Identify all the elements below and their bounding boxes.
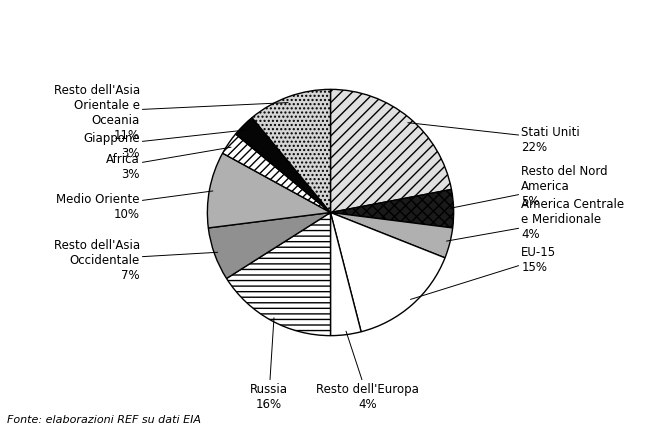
Wedge shape bbox=[223, 135, 330, 213]
Wedge shape bbox=[330, 213, 453, 258]
Text: Resto del Nord
America
5%: Resto del Nord America 5% bbox=[450, 164, 608, 209]
Wedge shape bbox=[252, 90, 330, 213]
Text: Resto dell'Asia
Orientale e
Oceania
11%: Resto dell'Asia Orientale e Oceania 11% bbox=[54, 83, 288, 141]
Wedge shape bbox=[235, 118, 330, 213]
Wedge shape bbox=[330, 213, 445, 332]
Wedge shape bbox=[208, 213, 330, 279]
Text: Giappone
3%: Giappone 3% bbox=[83, 131, 245, 159]
Text: America Centrale
e Meridionale
4%: America Centrale e Meridionale 4% bbox=[447, 198, 625, 242]
Text: EU-15
15%: EU-15 15% bbox=[410, 246, 557, 300]
Text: Stati Uniti
22%: Stati Uniti 22% bbox=[408, 124, 580, 153]
Wedge shape bbox=[227, 213, 330, 336]
Text: Africa
3%: Africa 3% bbox=[106, 148, 231, 180]
Text: Medio Oriente
10%: Medio Oriente 10% bbox=[56, 192, 213, 221]
Text: Resto dell'Asia
Occidentale
7%: Resto dell'Asia Occidentale 7% bbox=[54, 238, 217, 281]
Wedge shape bbox=[330, 213, 361, 336]
Text: Resto dell'Europa
4%: Resto dell'Europa 4% bbox=[316, 331, 419, 411]
Wedge shape bbox=[330, 90, 451, 213]
Text: Fonte: elaborazioni REF su dati EIA: Fonte: elaborazioni REF su dati EIA bbox=[7, 414, 200, 424]
Text: Russia
16%: Russia 16% bbox=[250, 318, 288, 411]
Wedge shape bbox=[330, 190, 453, 228]
Wedge shape bbox=[208, 154, 330, 228]
